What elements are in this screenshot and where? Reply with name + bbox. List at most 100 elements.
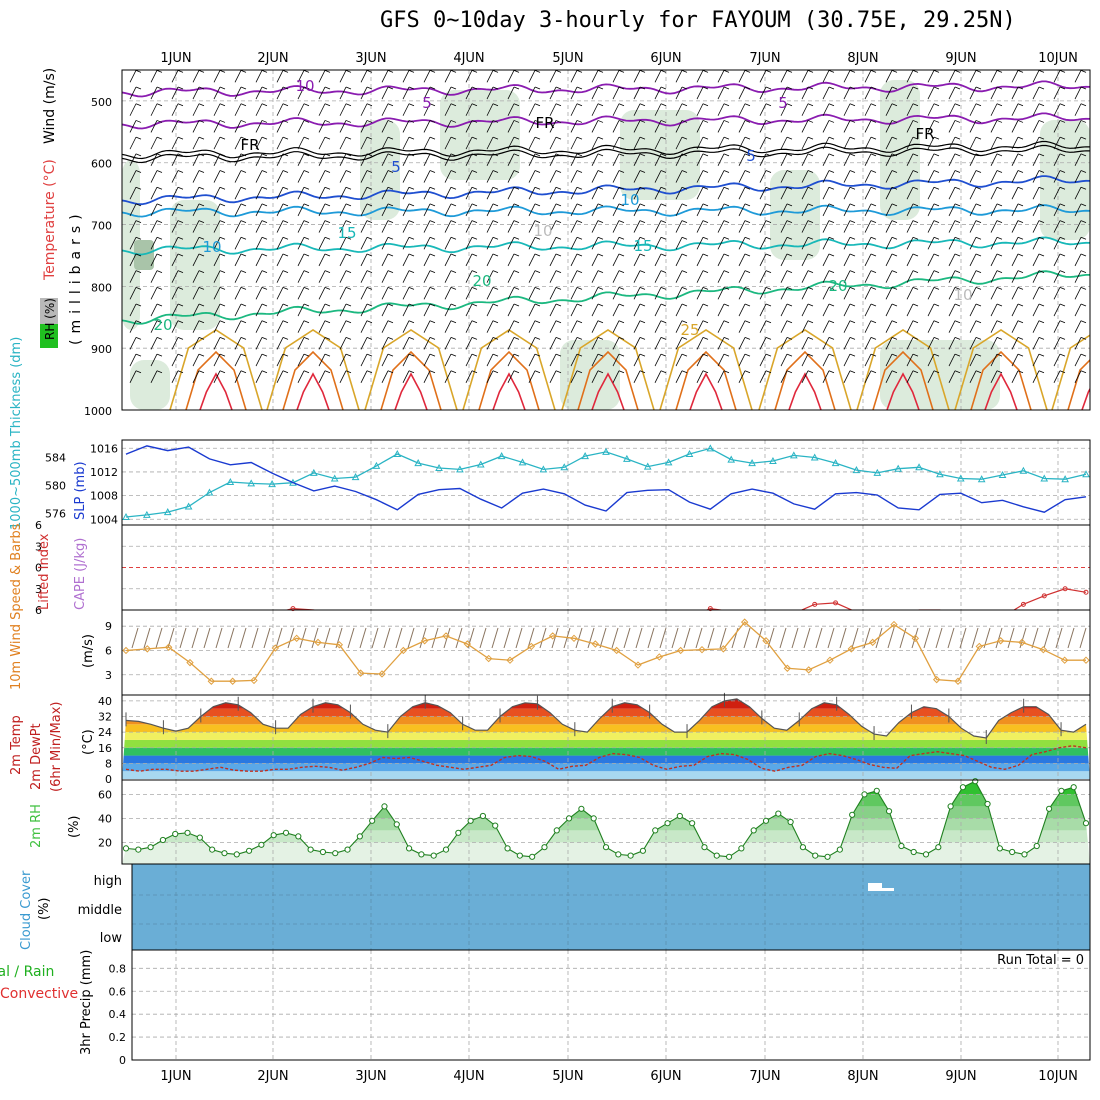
wind-barb-flag: [828, 86, 835, 90]
wind-barb: [780, 86, 788, 100]
wind-barb-flag: [282, 286, 289, 290]
wind-barb-flag: [555, 153, 562, 157]
wind-barb-flag: [471, 70, 478, 73]
wind-barb-flag: [639, 320, 646, 324]
wind-barb: [759, 187, 767, 200]
wind-barb-flag: [744, 170, 751, 173]
wind-barb-flag: [891, 186, 898, 190]
wind-barb-flag: [765, 253, 772, 257]
wind-speed-point: [911, 634, 920, 643]
wind-barb-flag: [576, 136, 583, 140]
ylabel-precip: 3hr Precip (mm): [79, 950, 94, 1055]
warm-contour: [1081, 387, 1090, 410]
wind-barb: [1011, 86, 1019, 100]
wind-barb-flag: [408, 220, 415, 223]
wind-barb: [1074, 270, 1082, 283]
wind-barb: [192, 103, 200, 116]
wind-barb-flag: [996, 153, 1003, 157]
contour-label: FR: [240, 136, 259, 154]
wind-barb-flag: [366, 220, 373, 223]
wind-barb: [255, 153, 263, 166]
wind-barb: [885, 103, 893, 116]
wind-barb-flag: [891, 120, 898, 123]
wind-barb-flag: [996, 253, 1003, 257]
wind-barb: [1032, 86, 1040, 100]
wind-barb-flag: [1080, 70, 1087, 73]
surface-wind-barb: [155, 627, 163, 649]
wind-barb-flag: [198, 170, 205, 173]
surface-wind-barb: [755, 627, 763, 649]
wind-barb-flag: [849, 120, 856, 123]
wind-barb: [381, 287, 389, 300]
rh-point: [824, 853, 831, 860]
surface-wind-barb: [143, 627, 151, 649]
wind-barb: [948, 136, 956, 150]
wind-barb-flag: [387, 203, 394, 207]
wind-barb: [612, 220, 620, 233]
wind-barb-flag: [597, 303, 604, 307]
wind-barb: [549, 203, 557, 217]
wind-barb-flag: [282, 186, 289, 190]
wind-barb: [276, 220, 284, 233]
day-label-top: 6JUN: [650, 51, 681, 66]
wind-barb-flag: [660, 337, 667, 340]
thickness-point: [476, 460, 485, 468]
wind-barb-flag: [660, 236, 667, 240]
rh-point: [898, 842, 905, 850]
wind-barb: [906, 253, 914, 267]
wind-barb: [633, 270, 641, 283]
wind-barb-flag: [765, 203, 772, 207]
wind-barb: [507, 320, 515, 333]
wind-barb-flag: [597, 370, 604, 374]
wind-barb: [885, 203, 893, 217]
wind-barb: [1032, 303, 1040, 317]
wind-barb-flag: [240, 303, 247, 307]
wind-barb-flag: [450, 136, 457, 140]
wind-barb: [906, 270, 914, 283]
wind-barb: [675, 370, 683, 383]
wind-barb-flag: [576, 370, 583, 374]
wind-barb-flag: [345, 337, 352, 340]
wind-barb-flag: [156, 186, 163, 190]
ylabel-convective: Convective: [0, 986, 78, 1002]
thickness-ylabel: 1000~500mb Thickness (dm): [9, 337, 24, 530]
wind-barb-flag: [198, 320, 205, 324]
thickness-point: [518, 458, 527, 466]
wind-barb: [150, 237, 158, 250]
wind-barb-flag: [954, 153, 961, 157]
contour-label: 10: [202, 238, 221, 256]
wind-barb-flag: [744, 337, 751, 340]
wind-barb-flag: [618, 353, 625, 357]
wind-barb: [1074, 103, 1082, 116]
wind-barb-flag: [786, 220, 793, 223]
wind-barb: [549, 136, 557, 150]
wind-barb-flag: [240, 220, 247, 223]
wind-speed-point: [847, 645, 856, 653]
wind-barb-flag: [429, 153, 436, 157]
wind-barb: [549, 237, 557, 250]
wind-speed-point: [207, 677, 216, 685]
wind-barb: [360, 303, 368, 317]
wind-barb-flag: [408, 203, 415, 207]
wind-barb-flag: [681, 353, 688, 357]
wind-barb-flag: [996, 203, 1003, 207]
wind-barb: [192, 136, 200, 150]
wind-barb: [171, 370, 179, 383]
surface-wind-barb: [1007, 627, 1015, 649]
wind-barb-flag: [345, 253, 352, 257]
thickness-point: [643, 462, 652, 470]
wind-barb: [696, 270, 704, 283]
wind-barb-flag: [933, 170, 940, 173]
dewpt-ylabel: 2m DewPt: [29, 723, 44, 790]
wind-barb: [1011, 353, 1019, 367]
wind-barb: [1074, 370, 1082, 383]
wind-barb-flag: [933, 203, 940, 207]
rh-point: [529, 853, 536, 860]
surface-wind-barb: [947, 627, 955, 649]
wind-barb-flag: [156, 220, 163, 223]
wind-barb: [927, 120, 935, 133]
wind-speed-point: [271, 644, 280, 652]
wind-barb: [213, 153, 221, 166]
wind-barb: [1074, 237, 1082, 250]
rh-point: [849, 811, 856, 818]
